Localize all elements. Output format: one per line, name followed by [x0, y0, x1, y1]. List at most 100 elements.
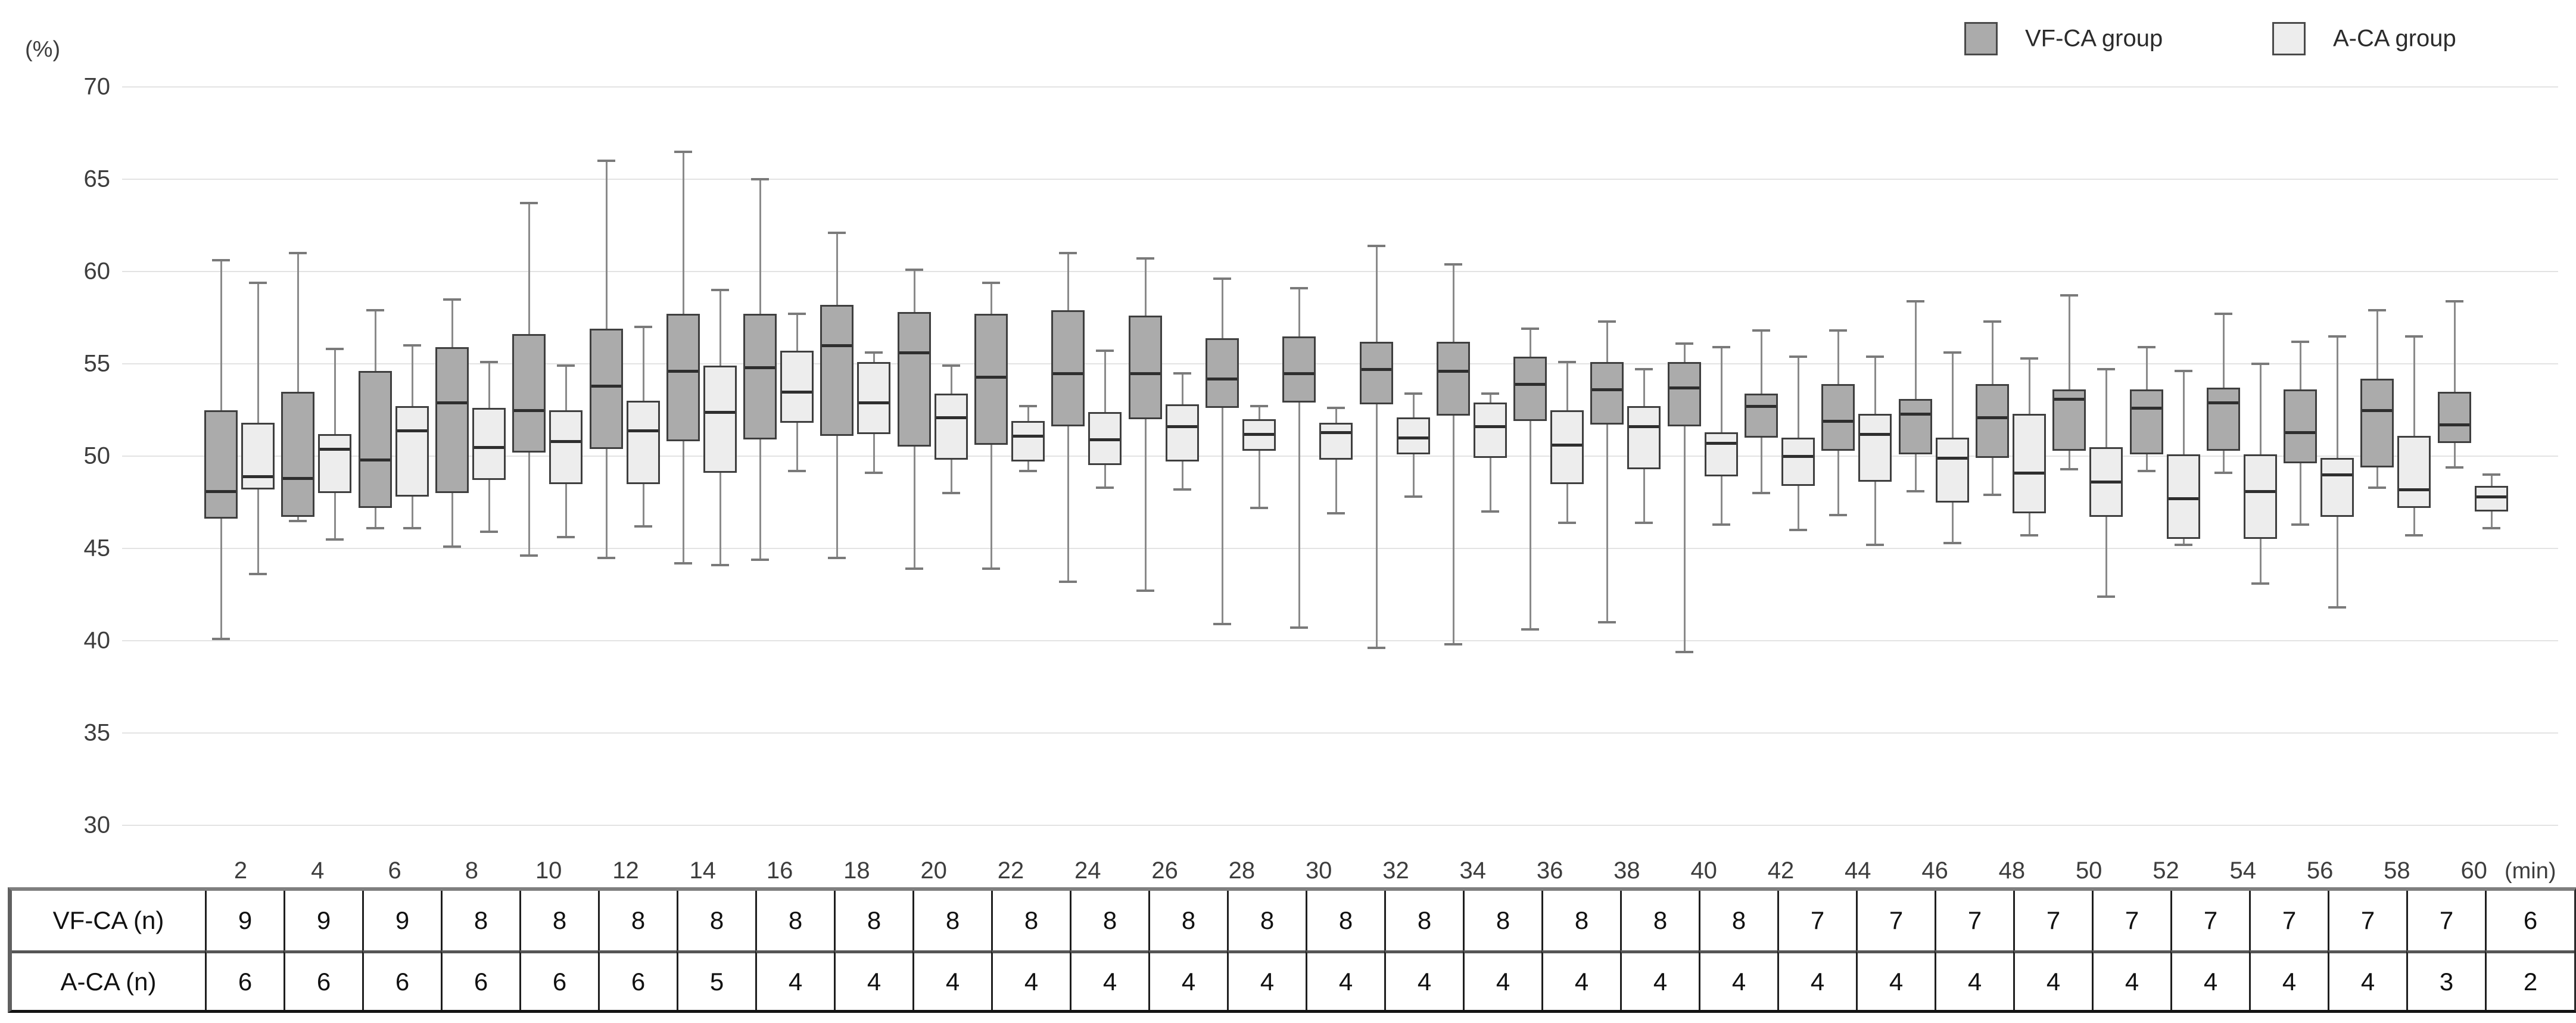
aca-median-line — [474, 445, 504, 449]
aca-whisker-cap-min — [1327, 512, 1345, 515]
vfca-median-line — [1130, 372, 1160, 375]
gridline — [122, 548, 2558, 549]
table-value-cell: 4 — [1463, 950, 1541, 1010]
aca-whisker-cap-min — [2482, 526, 2500, 529]
aca-whisker-cap-min — [1173, 488, 1191, 491]
vfca-box — [1205, 338, 1239, 408]
vfca-whisker-cap-min — [674, 562, 692, 564]
aca-median-line — [1013, 434, 1043, 438]
aca-whisker-cap-min — [942, 492, 960, 494]
vfca-whisker-cap-max — [366, 309, 384, 312]
aca-box — [780, 351, 814, 423]
aca-box — [1473, 403, 1507, 459]
aca-whisker-cap-min — [557, 536, 575, 539]
table-value-cell: 4 — [1070, 950, 1148, 1010]
vfca-legend-swatch-icon — [1964, 22, 1998, 55]
aca-whisker-cap-min — [2251, 582, 2269, 585]
vfca-whisker-cap-max — [2137, 346, 2156, 349]
aca-whisker-cap-min — [1558, 521, 1577, 524]
vfca-whisker-line — [1914, 301, 1917, 491]
vfca-median-line — [1284, 372, 1315, 375]
vfca-median-line — [2208, 401, 2238, 405]
vfca-box — [1975, 384, 2009, 459]
vfca-box — [974, 314, 1008, 445]
vfca-whisker-cap-min — [2137, 469, 2156, 472]
vfca-box — [2360, 378, 2394, 467]
x-tick-label: 12 — [612, 857, 639, 884]
y-tick-label: 50 — [83, 442, 111, 469]
vfca-whisker-cap-max — [982, 281, 1000, 284]
aca-whisker-cap-min — [1481, 510, 1499, 513]
aca-median-line — [2168, 497, 2198, 501]
aca-whisker-cap-min — [2020, 534, 2038, 537]
aca-whisker-cap-min — [634, 525, 652, 528]
aca-median-line — [2014, 471, 2044, 475]
vfca-whisker-cap-max — [2445, 300, 2463, 302]
gridline — [122, 732, 2558, 734]
aca-median-line — [1167, 425, 1197, 429]
y-tick-label: 35 — [83, 719, 111, 746]
table-value-cell: 4 — [2328, 950, 2406, 1010]
vfca-whisker-cap-max — [289, 252, 307, 254]
vfca-whisker-cap-max — [1213, 277, 1231, 280]
aca-whisker-cap-min — [479, 531, 498, 534]
table-value-cell: 8 — [1699, 891, 1777, 950]
y-tick-label: 45 — [83, 535, 111, 562]
table-value-cell: 8 — [441, 891, 519, 950]
vfca-whisker-cap-min — [905, 567, 923, 570]
aca-whisker-cap-max — [1866, 355, 1885, 358]
table-value-cell: 7 — [1935, 891, 2013, 950]
vfca-median-line — [668, 370, 698, 373]
aca-box — [1011, 421, 1045, 462]
vfca-box — [1128, 316, 1162, 419]
x-tick-label: 40 — [1690, 857, 1717, 884]
aca-whisker-cap-max — [1250, 405, 1268, 408]
vfca-median-line — [1515, 383, 1546, 386]
aca-whisker-cap-min — [1404, 495, 1422, 498]
table-value-cell: 8 — [598, 891, 677, 950]
table-value-cell: 7 — [2406, 891, 2485, 950]
vfca-whisker-cap-max — [2368, 309, 2387, 312]
vfca-whisker-cap-min — [1906, 489, 1924, 492]
aca-whisker-cap-min — [1789, 529, 1807, 531]
x-tick-label: 36 — [1536, 857, 1563, 884]
x-tick-label: 58 — [2384, 857, 2410, 884]
aca-whisker-cap-max — [2097, 368, 2116, 371]
vfca-whisker-cap-max — [1136, 257, 1154, 260]
vfca-whisker-cap-max — [1983, 320, 2001, 323]
table-value-cell: 4 — [1856, 950, 1935, 1010]
vfca-whisker-line — [297, 253, 300, 521]
vfca-box — [2437, 391, 2471, 444]
vfca-median-line — [2362, 408, 2393, 412]
table-value-cell: 4 — [2170, 950, 2249, 1010]
aca-box — [2012, 413, 2046, 514]
x-tick-label: 44 — [1845, 857, 1871, 884]
aca-whisker-cap-max — [249, 281, 267, 284]
aca-whisker-cap-min — [249, 573, 267, 576]
table-value-cell: 8 — [1541, 891, 1620, 950]
table-value-cell: 8 — [1384, 891, 1463, 950]
vfca-whisker-cap-min — [1752, 492, 1770, 494]
vfca-whisker-line — [1375, 245, 1378, 648]
aca-whisker-cap-max — [479, 360, 498, 363]
x-tick-label: 54 — [2229, 857, 2257, 884]
table-value-cell: 8 — [912, 891, 991, 950]
x-tick-label: 8 — [465, 857, 479, 884]
vfca-median-line — [899, 351, 929, 355]
table-value-cell: 7 — [2328, 891, 2406, 950]
x-tick-label: 56 — [2306, 857, 2334, 884]
aca-whisker-cap-min — [865, 471, 883, 474]
table-value-cell: 2 — [2485, 950, 2574, 1010]
vfca-box — [743, 314, 777, 440]
aca-box — [1396, 417, 1430, 454]
aca-median-line — [1860, 432, 1890, 436]
table-value-cell: 8 — [834, 891, 912, 950]
vfca-median-line — [745, 366, 775, 370]
aca-whisker-cap-max — [1404, 392, 1422, 395]
sample-size-table: VF-CA (n) 9 9 9 8 8 8 8 8 8 8 8 8 8 8 8 8 8 8 8 8 7 7 7 7 7 7 7 7 7 6 A… — [8, 887, 2576, 1013]
x-tick-label: 26 — [1151, 857, 1178, 884]
vfca-whisker-cap-min — [443, 545, 461, 548]
vfca-whisker-cap-max — [1906, 300, 1924, 302]
aca-median-line — [1090, 438, 1120, 442]
table-value-cell: 8 — [1148, 891, 1227, 950]
